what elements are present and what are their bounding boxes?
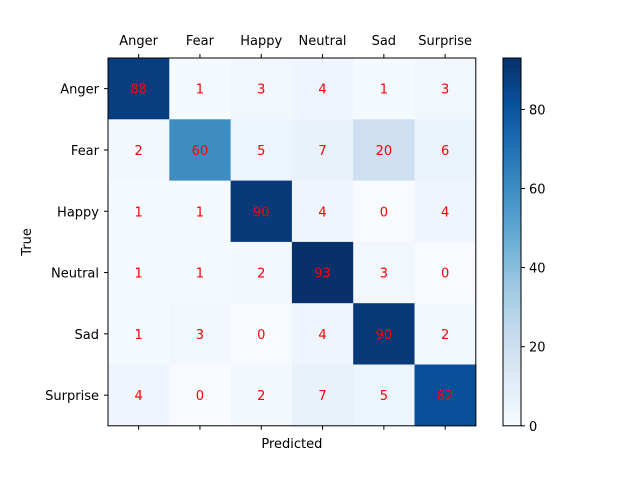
cell-value-5-4: 5 <box>380 389 388 404</box>
y-tick-label: Neutral <box>51 267 99 282</box>
cell-value-1-3: 7 <box>318 144 326 159</box>
heatmap-cell-2-0 <box>108 180 170 243</box>
cell-value-3-0: 1 <box>135 267 143 282</box>
x-tick-label: Neutral <box>299 34 347 49</box>
heatmap-cell-3-1 <box>169 241 232 304</box>
cell-value-0-1: 1 <box>196 83 204 98</box>
heatmap-cell-2-4 <box>353 180 415 243</box>
heatmap-cell-2-5 <box>414 180 477 243</box>
cell-value-5-3: 7 <box>318 389 326 404</box>
x-axis-ticks: Anger Fear Happy Neutral Sad Surprise <box>119 34 472 430</box>
plot-frame <box>107 57 477 427</box>
colorbar-ticks: 0 20 40 60 80 <box>521 103 546 435</box>
heatmap-cell-3-2 <box>230 241 293 304</box>
cell-value-5-2: 2 <box>257 389 265 404</box>
cell-value-5-1: 0 <box>196 389 204 404</box>
cell-value-1-4: 20 <box>376 144 393 159</box>
cell-value-2-4: 0 <box>380 205 388 220</box>
cell-value-1-5: 6 <box>441 144 449 159</box>
heatmap-cell-1-3 <box>291 119 354 182</box>
heatmap-cell-5-0 <box>108 364 170 427</box>
cell-value-4-3: 4 <box>318 328 326 343</box>
heatmap-cell-4-5 <box>414 303 477 365</box>
x-tick-label: Surprise <box>418 34 472 49</box>
cell-value-0-3: 4 <box>318 83 326 98</box>
cell-value-2-1: 1 <box>196 205 204 220</box>
heatmap-cell-0-5 <box>414 58 477 120</box>
cell-value-3-4: 3 <box>380 267 388 282</box>
heatmap-cell-0-3 <box>291 58 354 120</box>
cell-value-0-0: 88 <box>130 83 147 98</box>
cell-value-4-0: 1 <box>135 328 143 343</box>
y-axis-ticks: Anger Fear Happy Neutral Sad Surprise <box>45 83 108 404</box>
heatmap-cells <box>108 58 477 427</box>
heatmap-cell-5-5 <box>414 364 477 427</box>
colorbar-tick-label: 20 <box>529 341 546 356</box>
heatmap-cell-0-0 <box>108 58 170 120</box>
heatmap-cell-3-4 <box>353 241 415 304</box>
x-tick-label: Anger <box>119 34 158 49</box>
heatmap-cell-3-5 <box>414 241 477 304</box>
y-axis-title: True <box>20 228 35 257</box>
cell-value-4-4: 90 <box>376 328 393 343</box>
heatmap-cell-0-1 <box>169 58 232 120</box>
heatmap-cell-1-5 <box>414 119 477 182</box>
cell-value-2-0: 1 <box>135 205 143 220</box>
cell-value-2-2: 90 <box>253 205 270 220</box>
cell-value-2-5: 4 <box>441 205 449 220</box>
heatmap-cell-1-0 <box>108 119 170 182</box>
x-tick-label: Happy <box>240 34 282 49</box>
colorbar-tick-label: 80 <box>529 103 546 118</box>
cell-value-1-1: 60 <box>192 144 209 159</box>
heatmap-cell-5-4 <box>353 364 415 427</box>
y-tick-label: Surprise <box>45 389 99 404</box>
heatmap-cell-4-3 <box>291 303 354 365</box>
heatmap-cell-0-4 <box>353 58 415 120</box>
x-axis-title: Predicted <box>261 437 322 452</box>
cell-value-0-2: 3 <box>257 83 265 98</box>
heatmap-cell-4-0 <box>108 303 170 365</box>
cell-value-1-0: 2 <box>135 144 143 159</box>
heatmap-cell-3-3 <box>291 241 354 304</box>
cell-value-5-0: 4 <box>135 389 143 404</box>
cell-value-2-3: 4 <box>318 205 326 220</box>
heatmap-cell-5-2 <box>230 364 293 427</box>
cell-value-3-5: 0 <box>441 267 449 282</box>
y-tick-label: Anger <box>60 83 99 98</box>
heatmap-cell-2-2 <box>230 180 293 243</box>
heatmap-cell-2-1 <box>169 180 232 243</box>
cell-value-5-5: 82 <box>437 389 454 404</box>
colorbar-tick-label: 60 <box>529 183 546 198</box>
x-tick-label: Sad <box>372 34 396 49</box>
y-tick-label: Sad <box>75 328 99 343</box>
colorbar-tick-label: 40 <box>529 262 546 277</box>
colorbar <box>502 57 522 427</box>
heatmap-cell-0-2 <box>230 58 293 120</box>
heatmap-cell-4-2 <box>230 303 293 365</box>
y-tick-label: Fear <box>71 144 100 159</box>
cell-value-4-1: 3 <box>196 328 204 343</box>
heatmap-cell-3-0 <box>108 241 170 304</box>
heatmap-cell-1-2 <box>230 119 293 182</box>
heatmap-cell-5-1 <box>169 364 232 427</box>
heatmap-cell-1-1 <box>169 119 232 182</box>
cell-value-3-3: 93 <box>314 267 331 282</box>
cell-value-4-5: 2 <box>441 328 449 343</box>
y-tick-label: Happy <box>57 205 99 220</box>
colorbar-tick-label: 0 <box>529 420 537 435</box>
cell-value-0-5: 3 <box>441 83 449 98</box>
cell-value-3-1: 1 <box>196 267 204 282</box>
heatmap-cell-1-4 <box>353 119 415 182</box>
cell-value-0-4: 1 <box>380 83 388 98</box>
cell-value-labels: 88 1 3 4 1 3 2 60 5 7 20 6 1 1 90 4 0 4 1 1 2 93 3 0 1 3 0 4 90 2 4 0 2 7… <box>130 83 454 404</box>
cell-value-3-2: 2 <box>257 267 265 282</box>
heatmap-cell-4-1 <box>169 303 232 365</box>
heatmap-cell-4-4 <box>353 303 415 365</box>
cell-value-4-2: 0 <box>257 328 265 343</box>
heatmap-cell-2-3 <box>291 180 354 243</box>
heatmap-cell-5-3 <box>291 364 354 427</box>
x-tick-label: Fear <box>186 34 215 49</box>
cell-value-1-2: 5 <box>257 144 265 159</box>
